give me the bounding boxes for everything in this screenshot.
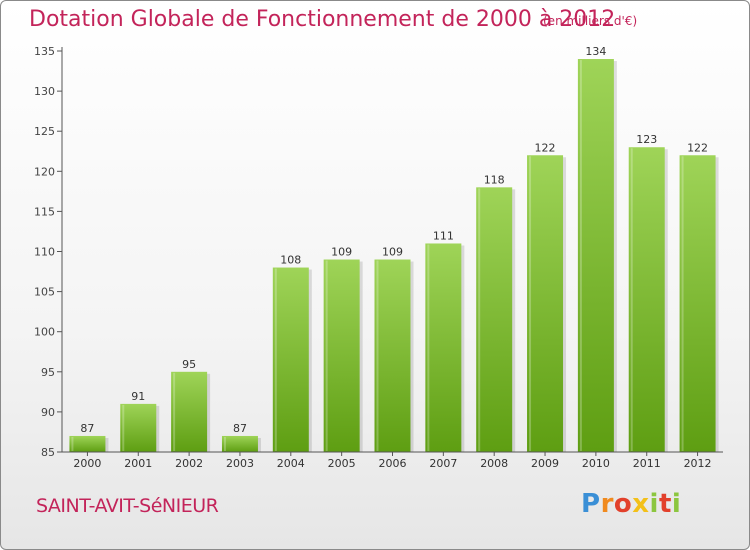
bar [476, 187, 513, 452]
logo-letter: i [671, 489, 682, 519]
x-tick-label: 2002 [175, 457, 203, 470]
logo-letter: P [581, 489, 601, 519]
bar [323, 259, 360, 452]
y-tick-label: 95 [41, 366, 55, 379]
bar-highlight [529, 156, 532, 451]
chart-unit-label: (en milliers d'€) [543, 14, 638, 28]
x-tick-label: 2007 [429, 457, 457, 470]
x-tick-label: 2008 [480, 457, 508, 470]
y-tick-label: 115 [34, 205, 55, 218]
x-tick-label: 2011 [633, 457, 661, 470]
x-tick-label: 2003 [226, 457, 254, 470]
bar-value-label: 122 [535, 141, 556, 154]
bar-highlight [223, 436, 226, 451]
bar-highlight [427, 244, 430, 451]
logo-letter: o [613, 489, 633, 519]
bar-highlight [681, 156, 684, 451]
y-tick-label: 100 [34, 326, 55, 339]
bar [120, 403, 157, 452]
bar-value-label: 111 [433, 229, 454, 242]
x-tick-label: 2004 [277, 457, 305, 470]
y-tick-label: 130 [34, 85, 55, 98]
bar-value-label: 118 [484, 173, 505, 186]
x-tick-label: 2005 [328, 457, 356, 470]
logo-letter: t [658, 489, 672, 519]
bar-value-label: 122 [687, 141, 708, 154]
proxiti-logo: Proxiti [581, 489, 681, 519]
bar-highlight [122, 404, 125, 451]
bar [527, 155, 564, 452]
logo-letter: x [632, 489, 650, 519]
y-tick-label: 120 [34, 165, 55, 178]
y-tick-label: 85 [41, 446, 55, 459]
y-tick-label: 135 [34, 45, 55, 58]
bar-highlight [325, 260, 328, 451]
x-tick-label: 2001 [124, 457, 152, 470]
chart-title: Dotation Globale de Fonctionnement de 20… [29, 7, 616, 32]
bar [272, 267, 309, 452]
bar-value-label: 134 [585, 45, 606, 58]
y-tick-label: 90 [41, 406, 55, 419]
bar-value-label: 87 [80, 422, 94, 435]
y-tick-label: 110 [34, 246, 55, 259]
x-tick-label: 2012 [684, 457, 712, 470]
bar-value-label: 109 [382, 246, 403, 259]
bar-highlight [376, 260, 379, 451]
bar-value-label: 95 [182, 358, 196, 371]
bar-highlight [630, 148, 633, 452]
bar-value-label: 108 [280, 254, 301, 267]
x-tick-label: 2000 [73, 457, 101, 470]
bar [425, 243, 462, 452]
bar [374, 259, 411, 452]
y-tick-label: 125 [34, 125, 55, 138]
bar-value-label: 109 [331, 246, 352, 259]
x-tick-label: 2009 [531, 457, 559, 470]
bar [171, 371, 208, 452]
y-tick-label: 105 [34, 286, 55, 299]
bar-highlight [71, 436, 74, 451]
bar [221, 435, 258, 452]
x-tick-label: 2010 [582, 457, 610, 470]
bar [69, 435, 106, 452]
logo-letter: i [649, 489, 659, 519]
bar-highlight [478, 188, 481, 451]
bar [577, 59, 614, 453]
bar-value-label: 91 [131, 390, 145, 403]
bar-highlight [173, 372, 176, 451]
commune-name: SAINT-AVIT-SéNIEUR [36, 495, 219, 517]
logo-letter: r [600, 489, 614, 519]
bar-highlight [274, 268, 277, 451]
bar [679, 155, 716, 452]
bar-value-label: 87 [233, 422, 247, 435]
bar-highlight [579, 60, 582, 452]
bar-value-label: 123 [636, 133, 657, 146]
bar [628, 147, 665, 453]
x-tick-label: 2006 [379, 457, 407, 470]
